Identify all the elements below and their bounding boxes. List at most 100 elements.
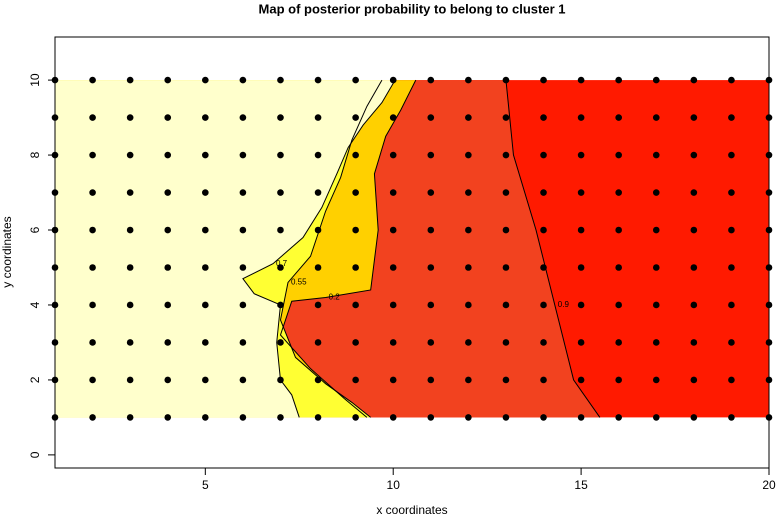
grid-point: [652, 76, 660, 84]
grid-point: [239, 189, 247, 196]
grid-point: [577, 264, 585, 271]
grid-point: [314, 339, 322, 346]
grid-point: [389, 301, 397, 309]
grid-point: [465, 264, 472, 271]
grid-point: [540, 114, 547, 121]
grid-point: [389, 76, 397, 84]
grid-point: [389, 376, 397, 384]
grid-point: [540, 376, 547, 384]
grid-point: [728, 301, 735, 309]
grid-point: [164, 151, 172, 159]
grid-point: [615, 114, 622, 121]
grid-point: [465, 376, 472, 384]
grid-point: [389, 151, 397, 159]
grid-point: [465, 189, 472, 196]
grid-point: [728, 151, 735, 159]
grid-point: [427, 114, 435, 121]
grid-point: [728, 114, 735, 121]
grid-point: [427, 151, 435, 159]
grid-point: [540, 414, 547, 421]
grid-point: [577, 301, 585, 309]
x-tick-label: 15: [574, 478, 588, 492]
y-tick-label: 2: [28, 376, 42, 383]
grid-point: [652, 376, 660, 384]
grid-point: [690, 264, 698, 271]
grid-point: [577, 151, 585, 159]
grid-point: [314, 151, 322, 159]
y-tick-label: 8: [28, 151, 42, 158]
grid-point: [502, 339, 510, 346]
grid-point: [690, 189, 698, 196]
grid-point: [577, 414, 585, 421]
grid-point: [690, 151, 698, 159]
grid-point: [89, 339, 96, 346]
grid-point: [164, 339, 172, 346]
grid-point: [427, 414, 435, 421]
grid-point: [728, 414, 735, 421]
grid-point: [164, 414, 172, 421]
grid-point: [540, 339, 547, 346]
grid-point: [690, 376, 698, 384]
grid-point: [89, 76, 96, 84]
grid-point: [615, 376, 622, 384]
grid-point: [465, 414, 472, 421]
grid-point: [615, 264, 622, 271]
grid-point: [502, 264, 510, 271]
grid-point: [652, 301, 660, 309]
grid-point: [239, 264, 247, 271]
x-tick-label: 10: [387, 478, 401, 492]
grid-point: [277, 189, 284, 196]
x-tick-label: 5: [202, 478, 209, 492]
grid-point: [239, 76, 247, 84]
contour-fill: [55, 80, 396, 418]
grid-point: [126, 376, 134, 384]
grid-point: [652, 189, 660, 196]
grid-point: [352, 376, 359, 384]
grid-point: [202, 301, 209, 309]
contour-line: [279, 79, 417, 418]
grid-point: [126, 339, 134, 346]
grid-point: [728, 76, 735, 84]
grid-point: [126, 151, 134, 159]
y-tick-label: 4: [28, 301, 42, 308]
grid-point: [540, 76, 547, 84]
grid-point: [352, 76, 359, 84]
grid-point: [577, 339, 585, 346]
grid-point: [690, 301, 698, 309]
grid-point: [427, 301, 435, 309]
grid-point: [239, 151, 247, 159]
y-tick-label: 0: [28, 451, 42, 458]
grid-point: [652, 151, 660, 159]
grid-point: [502, 189, 510, 196]
chart-title: Map of posterior probability to belong t…: [259, 1, 566, 16]
contour-label: 0.55: [291, 278, 307, 287]
grid-point: [352, 151, 359, 159]
grid-point: [690, 226, 698, 234]
grid-point: [239, 376, 247, 384]
grid-point: [502, 376, 510, 384]
grid-point: [126, 189, 134, 196]
grid-point: [164, 189, 172, 196]
grid-point: [728, 264, 735, 271]
grid-point: [314, 189, 322, 196]
grid-point: [126, 264, 134, 271]
grid-point: [202, 189, 209, 196]
y-tick-label: 6: [28, 226, 42, 233]
contour-line: [279, 79, 383, 418]
grid-point: [239, 114, 247, 121]
grid-point: [89, 414, 96, 421]
y-axis-label: y coordinates: [0, 216, 14, 287]
grid-point: [277, 414, 284, 421]
grid-point: [352, 339, 359, 346]
grid-point: [126, 76, 134, 84]
grid-point: [314, 301, 322, 309]
grid-point: [502, 414, 510, 421]
grid-point: [615, 76, 622, 84]
x-tick-label: 20: [762, 478, 776, 492]
grid-point: [89, 189, 96, 196]
grid-point: [427, 264, 435, 271]
grid-point: [89, 264, 96, 271]
grid-point: [314, 264, 322, 271]
grid-point: [615, 189, 622, 196]
